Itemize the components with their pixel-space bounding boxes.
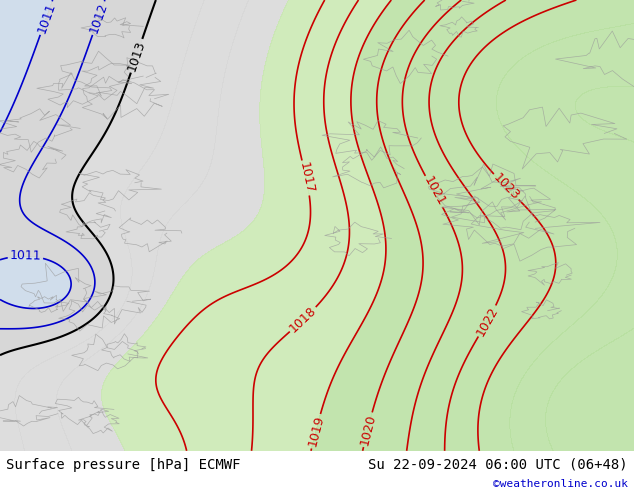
Text: 1020: 1020 [358,413,378,447]
Text: 1018: 1018 [287,304,319,335]
Text: 1021: 1021 [420,174,447,208]
Text: ©weatheronline.co.uk: ©weatheronline.co.uk [493,479,628,489]
Text: 1022: 1022 [474,304,501,338]
Text: 1011: 1011 [10,249,41,263]
Text: 1013: 1013 [126,39,148,73]
Text: 1012: 1012 [87,1,110,35]
Text: 1023: 1023 [491,171,522,203]
Text: Su 22-09-2024 06:00 UTC (06+48): Su 22-09-2024 06:00 UTC (06+48) [368,458,628,471]
Text: 1011: 1011 [35,1,58,35]
Text: Surface pressure [hPa] ECMWF: Surface pressure [hPa] ECMWF [6,458,241,471]
Text: 1019: 1019 [306,414,326,448]
Text: 1017: 1017 [297,161,316,195]
